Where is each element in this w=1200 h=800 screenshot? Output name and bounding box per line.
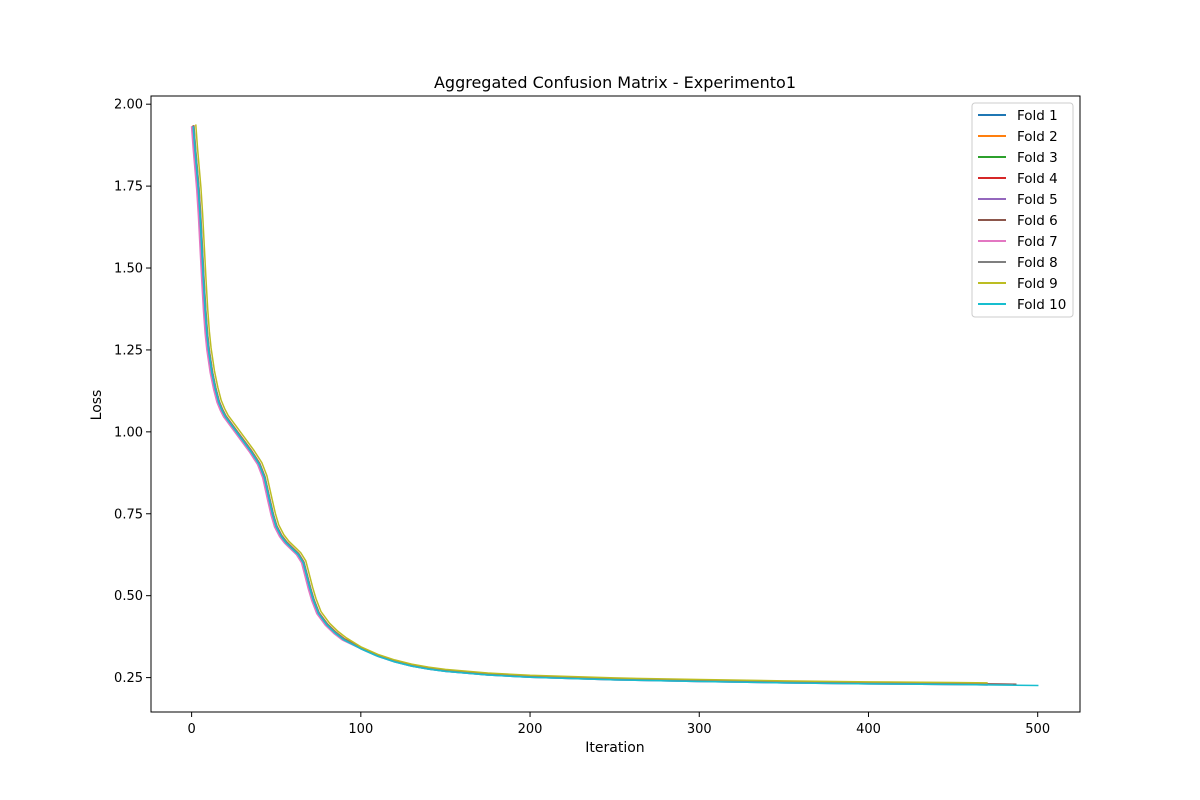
y-tick-label: 1.75 bbox=[114, 180, 143, 195]
legend-label-fold-10: Fold 10 bbox=[1017, 297, 1066, 313]
legend-label-fold-4: Fold 4 bbox=[1017, 171, 1058, 187]
y-axis-label: Loss bbox=[89, 390, 105, 421]
plot-lines bbox=[190, 124, 1039, 687]
y-tick-label: 0.75 bbox=[114, 507, 143, 522]
series-line-fold-10 bbox=[192, 126, 1039, 687]
x-axis-label: Iteration bbox=[585, 740, 644, 756]
plot-frame bbox=[150, 95, 1081, 713]
x-tick-label: 200 bbox=[518, 722, 543, 737]
x-tick-label: 500 bbox=[1025, 722, 1050, 737]
legend-label-fold-8: Fold 8 bbox=[1017, 255, 1058, 271]
y-tick-label: 1.50 bbox=[114, 262, 143, 277]
y-tick-label: 2.00 bbox=[114, 98, 143, 113]
x-axis-ticks: 0 100 200 300 400 500 bbox=[187, 712, 1050, 737]
x-tick-label: 100 bbox=[348, 722, 373, 737]
series-line-fold-9 bbox=[195, 124, 988, 684]
legend-label-fold-9: Fold 9 bbox=[1017, 276, 1058, 292]
y-tick-label: 1.25 bbox=[114, 343, 143, 358]
chart-title: Aggregated Confusion Matrix - Experiment… bbox=[434, 73, 796, 92]
legend-label-fold-7: Fold 7 bbox=[1017, 234, 1058, 250]
y-tick-label: 1.00 bbox=[114, 425, 143, 440]
legend-label-fold-3: Fold 3 bbox=[1017, 150, 1058, 166]
x-tick-label: 0 bbox=[187, 722, 195, 737]
y-tick-label: 0.25 bbox=[114, 671, 143, 686]
legend-label-fold-5: Fold 5 bbox=[1017, 192, 1058, 208]
legend: Fold 1 Fold 2 Fold 3 Fold 4 Fold 5 Fold 6 Fold… bbox=[971, 102, 1074, 318]
y-axis-ticks: 0.25 0.50 0.75 1.00 1.25 1.50 1.75 2.00 bbox=[114, 98, 151, 686]
x-tick-label: 400 bbox=[856, 722, 881, 737]
legend-label-fold-2: Fold 2 bbox=[1017, 129, 1058, 145]
legend-label-fold-1: Fold 1 bbox=[1017, 108, 1058, 124]
x-tick-label: 300 bbox=[687, 722, 712, 737]
y-tick-label: 0.50 bbox=[114, 589, 143, 604]
legend-label-fold-6: Fold 6 bbox=[1017, 213, 1058, 229]
